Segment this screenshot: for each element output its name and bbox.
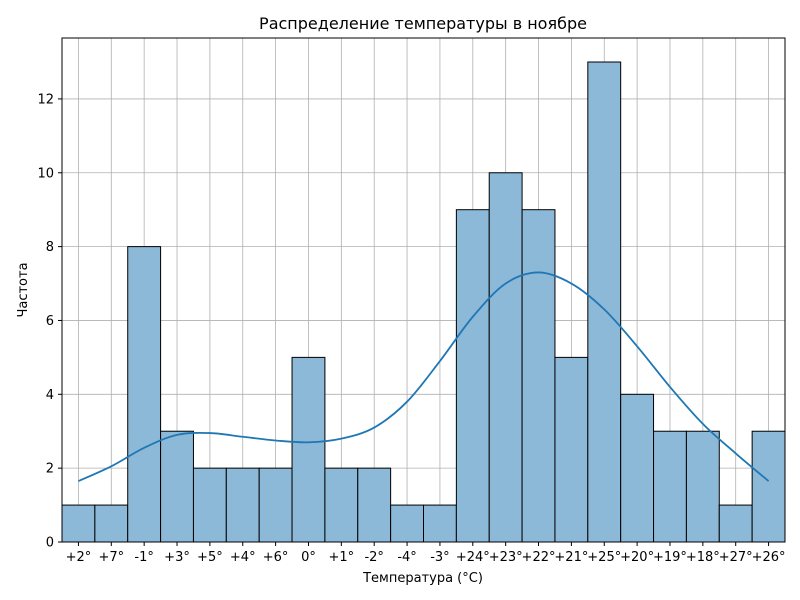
y-tick-label: 10 (37, 166, 54, 181)
bar-9 (357, 467, 392, 543)
x-tick-label: 0° (301, 550, 316, 565)
x-tick-label: +6° (263, 550, 289, 565)
x-axis-ticks: +2° +7° -1° +3° +5° +4° +6° 0° +1° -2° -4° -3° +24°+… (66, 542, 786, 565)
x-tick-label: -4° (397, 550, 416, 565)
x-tick-label: +23° (489, 550, 523, 565)
bar-10 (390, 504, 424, 543)
x-tick-label: +24° (456, 550, 490, 565)
chart-title: Распределение температуры в ноябре (259, 14, 587, 33)
bar-20 (718, 504, 753, 543)
bar-16 (587, 61, 622, 543)
x-tick-label: +22° (522, 550, 556, 565)
x-tick-label: -1° (134, 550, 153, 565)
x-tick-label: +1° (329, 550, 355, 565)
plot-frame (61, 37, 786, 543)
x-tick-label: -3° (430, 550, 449, 565)
bars-group (61, 61, 786, 543)
bar-2 (127, 246, 162, 543)
bar-8 (324, 467, 359, 543)
y-axis-ticks: 0 2 4 6 8 10 12 (37, 92, 62, 551)
x-tick-label: +18° (686, 550, 720, 565)
x-tick-label: +27° (719, 550, 753, 565)
bar-14 (521, 209, 556, 543)
y-tick-label: 6 (46, 314, 54, 329)
bar-5 (225, 467, 260, 543)
bar-0 (61, 504, 96, 543)
bar-21 (751, 430, 786, 543)
bar-6 (258, 467, 293, 543)
x-tick-label: +7° (98, 550, 124, 565)
bar-11 (423, 504, 457, 543)
bar-3 (160, 430, 194, 543)
x-tick-label: +2° (66, 550, 92, 565)
bar-12 (455, 209, 490, 543)
bar-18 (653, 430, 687, 543)
x-tick-label: +20° (620, 550, 654, 565)
x-tick-label: +4° (230, 550, 256, 565)
bar-17 (620, 393, 655, 543)
y-tick-label: 4 (46, 388, 54, 403)
y-axis-label: Частота (16, 262, 31, 317)
x-axis-label: Температура (°C) (362, 571, 483, 586)
bar-1 (94, 504, 129, 543)
x-tick-label: +25° (587, 550, 621, 565)
x-tick-label: -2° (364, 550, 383, 565)
y-tick-label: 12 (37, 92, 54, 107)
bar-19 (685, 430, 720, 543)
y-tick-label: 8 (46, 240, 54, 255)
bar-15 (554, 356, 589, 543)
kde-curve (78, 271, 770, 482)
x-tick-label: +3° (164, 550, 190, 565)
x-tick-label: +5° (197, 550, 223, 565)
x-tick-label: +19° (653, 550, 687, 565)
bar-7 (291, 356, 326, 543)
y-tick-label: 2 (46, 462, 54, 477)
bar-13 (488, 172, 523, 543)
x-tick-label: +26° (752, 550, 786, 565)
x-tick-label: +21° (554, 550, 588, 565)
y-tick-label: 0 (46, 536, 54, 551)
bar-4 (192, 467, 227, 543)
